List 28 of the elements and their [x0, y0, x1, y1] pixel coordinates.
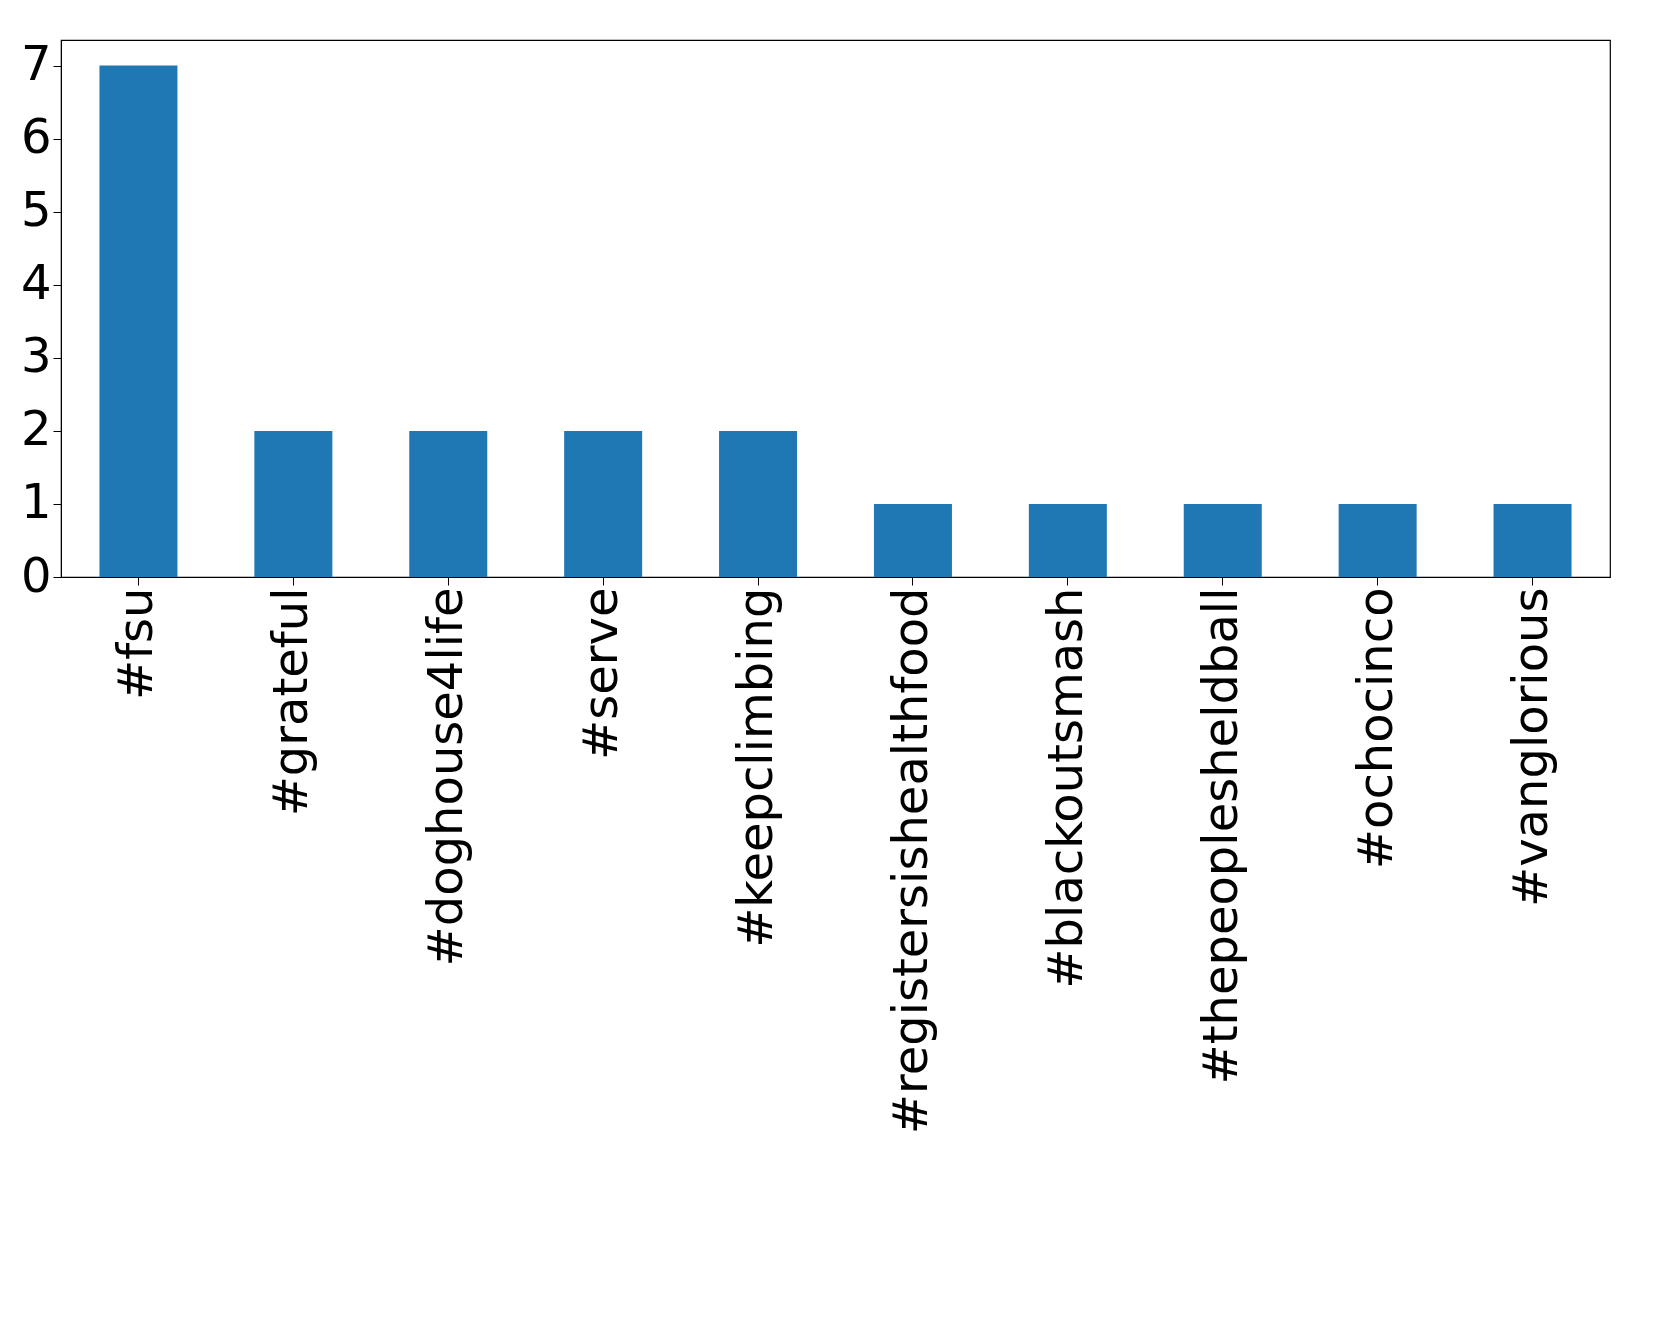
bar — [1493, 503, 1572, 577]
y-tick-label: 6 — [20, 108, 52, 165]
bar — [99, 65, 178, 577]
x-tick-label: #thepeoplesheldball — [1191, 587, 1248, 1085]
y-tick-label: 2 — [20, 400, 52, 457]
bar — [1338, 503, 1417, 577]
y-tick-label: 3 — [20, 327, 52, 384]
bar — [719, 430, 798, 577]
y-tick-label: 7 — [20, 35, 52, 92]
x-tick-label: #ochocinco — [1346, 587, 1403, 870]
bar — [409, 430, 488, 577]
x-tick-label: #blackoutsmash — [1036, 587, 1093, 989]
x-tick-label: #fsu — [107, 587, 164, 701]
bar — [1028, 503, 1107, 577]
x-tick-label: #doghouse4life — [417, 587, 474, 967]
x-tick-label: #grateful — [262, 587, 319, 817]
y-tick-label: 0 — [20, 546, 52, 603]
bar — [873, 503, 952, 577]
x-tick-label: #serve — [572, 587, 629, 760]
x-tick-label: #registersishealthfood — [881, 587, 938, 1135]
y-tick-label: 5 — [20, 181, 52, 238]
y-tick-label: 1 — [20, 473, 52, 530]
bar — [1183, 503, 1262, 577]
bar — [564, 430, 643, 577]
x-tick-label: #keepclimbing — [727, 587, 784, 948]
x-tick-label: #vanglorious — [1501, 587, 1558, 907]
bar — [254, 430, 333, 577]
y-tick-label: 4 — [20, 254, 52, 311]
